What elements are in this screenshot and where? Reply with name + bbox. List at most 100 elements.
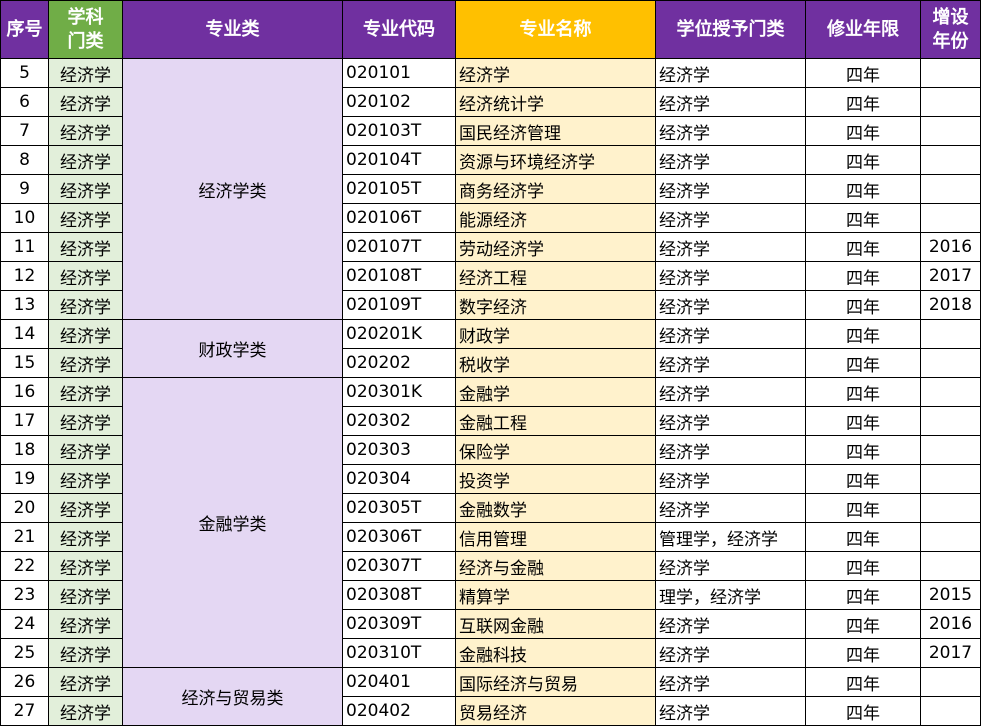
duration-cell: 四年: [805, 348, 921, 378]
degree-cell: 经济学: [655, 174, 806, 204]
added-year-cell: [920, 522, 981, 552]
discipline-cell: 经济学: [48, 696, 123, 726]
degree-cell: 经济学: [655, 203, 806, 233]
added-year-cell: [920, 174, 981, 204]
degree-cell: 经济学: [655, 116, 806, 146]
code-cell: 020108T: [342, 261, 456, 291]
index-cell: 6: [0, 87, 49, 117]
discipline-cell: 经济学: [48, 203, 123, 233]
index-cell: 10: [0, 203, 49, 233]
header-index: 序号: [0, 0, 49, 59]
discipline-cell: 经济学: [48, 58, 123, 88]
major-name-cell: 税收学: [455, 348, 656, 378]
discipline-cell: 经济学: [48, 87, 123, 117]
duration-cell: 四年: [805, 580, 921, 610]
degree-cell: 经济学: [655, 261, 806, 291]
index-cell: 21: [0, 522, 49, 552]
major-name-cell: 能源经济: [455, 203, 656, 233]
degree-cell: 经济学: [655, 696, 806, 726]
duration-cell: 四年: [805, 609, 921, 639]
discipline-cell: 经济学: [48, 551, 123, 581]
major-name-cell: 经济学: [455, 58, 656, 88]
degree-cell: 经济学: [655, 406, 806, 436]
discipline-cell: 经济学: [48, 406, 123, 436]
discipline-cell: 经济学: [48, 145, 123, 175]
header-year: 增设年份: [920, 0, 981, 59]
discipline-cell: 经济学: [48, 609, 123, 639]
table-row: 9 经济学 020105T 商务经济学 经济学 四年: [0, 174, 981, 204]
header-name: 专业名称: [455, 0, 656, 59]
degree-cell: 经济学: [655, 638, 806, 668]
index-cell: 23: [0, 580, 49, 610]
added-year-cell: [920, 406, 981, 436]
header-code: 专业代码: [342, 0, 456, 59]
major-name-cell: 财政学: [455, 319, 656, 349]
discipline-cell: 经济学: [48, 319, 123, 349]
degree-cell: 经济学: [655, 145, 806, 175]
table-row: 6 经济学 020102 经济统计学 经济学 四年: [0, 87, 981, 117]
header-row: 序号 学科门类 专业类 专业代码 专业名称 学位授予门类 修业年限 增设年份: [0, 0, 981, 59]
duration-cell: 四年: [805, 58, 921, 88]
major-name-cell: 资源与环境经济学: [455, 145, 656, 175]
index-cell: 12: [0, 261, 49, 291]
degree-cell: 经济学: [655, 667, 806, 697]
degree-cell: 经济学: [655, 493, 806, 523]
code-cell: 020301K: [342, 377, 456, 407]
code-cell: 020402: [342, 696, 456, 726]
added-year-cell: 2017: [920, 638, 981, 668]
table-row: 26 经济学 经济与贸易类 020401 国际经济与贸易 经济学 四年: [0, 667, 981, 726]
major-name-cell: 数字经济: [455, 290, 656, 320]
major-name-cell: 贸易经济: [455, 696, 656, 726]
degree-cell: 经济学: [655, 377, 806, 407]
code-cell: 020102: [342, 87, 456, 117]
discipline-cell: 经济学: [48, 290, 123, 320]
code-cell: 020201K: [342, 319, 456, 349]
duration-cell: 四年: [805, 261, 921, 291]
added-year-cell: 2016: [920, 609, 981, 639]
table-row: 16 经济学 金融学类 020301K 金融学 经济学 四年: [0, 377, 981, 668]
discipline-cell: 经济学: [48, 638, 123, 668]
index-cell: 22: [0, 551, 49, 581]
code-cell: 020105T: [342, 174, 456, 204]
major-name-cell: 金融工程: [455, 406, 656, 436]
degree-cell: 经济学: [655, 348, 806, 378]
index-cell: 18: [0, 435, 49, 465]
code-cell: 020307T: [342, 551, 456, 581]
index-cell: 13: [0, 290, 49, 320]
duration-cell: 四年: [805, 493, 921, 523]
major-name-cell: 商务经济学: [455, 174, 656, 204]
index-cell: 8: [0, 145, 49, 175]
added-year-cell: [920, 116, 981, 146]
duration-cell: 四年: [805, 232, 921, 262]
major-name-cell: 经济统计学: [455, 87, 656, 117]
degree-cell: 经济学: [655, 87, 806, 117]
degree-cell: 经济学: [655, 232, 806, 262]
discipline-cell: 经济学: [48, 580, 123, 610]
major-name-cell: 劳动经济学: [455, 232, 656, 262]
code-cell: 020107T: [342, 232, 456, 262]
duration-cell: 四年: [805, 290, 921, 320]
degree-cell: 经济学: [655, 290, 806, 320]
header-degree: 学位授予门类: [655, 0, 806, 59]
duration-cell: 四年: [805, 435, 921, 465]
header-duration: 修业年限: [805, 0, 921, 59]
table-row: 23 经济学 020308T 精算学 理学，经济学 四年 2015: [0, 580, 981, 610]
code-cell: 020308T: [342, 580, 456, 610]
degree-cell: 经济学: [655, 435, 806, 465]
index-cell: 27: [0, 696, 49, 726]
code-cell: 020104T: [342, 145, 456, 175]
code-cell: 020303: [342, 435, 456, 465]
added-year-cell: 2016: [920, 232, 981, 262]
added-year-cell: [920, 667, 981, 697]
added-year-cell: [920, 696, 981, 726]
added-year-cell: [920, 435, 981, 465]
code-cell: 020106T: [342, 203, 456, 233]
major-name-cell: 金融科技: [455, 638, 656, 668]
code-cell: 020109T: [342, 290, 456, 320]
discipline-cell: 经济学: [48, 116, 123, 146]
added-year-cell: [920, 493, 981, 523]
added-year-cell: [920, 203, 981, 233]
duration-cell: 四年: [805, 464, 921, 494]
discipline-cell: 经济学: [48, 348, 123, 378]
duration-cell: 四年: [805, 638, 921, 668]
